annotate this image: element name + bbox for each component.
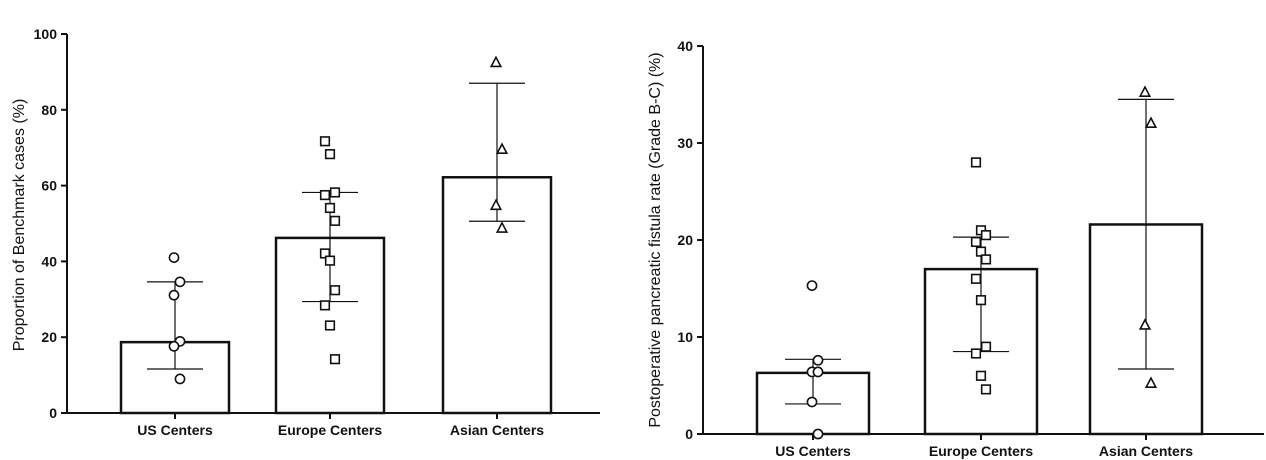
data-point-circle <box>812 428 824 440</box>
data-point-triangle <box>495 142 509 154</box>
y-axis-title: Proportion of Benchmark cases (%) <box>11 99 28 352</box>
x-category-label: US Centers <box>775 443 851 459</box>
data-point-square <box>975 295 987 306</box>
data-point-square <box>980 230 992 241</box>
data-point-triangle <box>489 198 503 211</box>
data-point-square <box>324 320 336 331</box>
data-point-square <box>970 348 982 359</box>
data-point-circle <box>168 289 180 301</box>
data-point-square <box>324 202 336 214</box>
data-point-circle <box>806 396 818 408</box>
y-tick-label: 40 <box>677 38 693 54</box>
data-point-square <box>324 149 336 160</box>
y-tick-label: 10 <box>677 329 693 345</box>
y-tick-label: 40 <box>41 253 57 269</box>
data-point-circle <box>812 366 824 378</box>
data-point-circle <box>812 354 824 366</box>
data-point-circle <box>168 252 180 264</box>
x-category-label: US Centers <box>137 422 213 438</box>
x-category-label: Europe Centers <box>278 422 382 438</box>
data-point-circle <box>168 340 180 352</box>
data-point-square <box>970 236 982 248</box>
y-tick-label: 100 <box>34 26 58 42</box>
data-point-circle <box>174 276 186 288</box>
y-tick-label: 0 <box>49 405 57 421</box>
data-point-triangle <box>1144 116 1158 128</box>
data-point-circle <box>174 373 186 385</box>
y-tick-label: 60 <box>41 178 57 194</box>
chart-2: 0 10 20 30 40 Postoperative pancreatic fistul… <box>647 38 1264 459</box>
data-point-square <box>980 384 992 395</box>
x-category-label: Asian Centers <box>450 422 544 438</box>
data-point-square <box>319 189 331 201</box>
data-point-square <box>980 254 992 265</box>
data-point-square <box>319 300 331 311</box>
data-point-triangle <box>1138 318 1152 330</box>
y-tick-label: 20 <box>677 232 693 248</box>
data-point-square <box>329 187 341 198</box>
data-point-square <box>324 255 336 266</box>
x-category-label: Europe Centers <box>929 443 1033 459</box>
data-point-square <box>329 354 341 365</box>
data-point-square <box>970 157 982 168</box>
data-point-triangle <box>1144 376 1158 388</box>
y-tick-label: 0 <box>685 426 693 442</box>
y-tick-label: 30 <box>677 135 693 151</box>
data-point-square <box>329 215 341 226</box>
data-point-circle <box>806 280 818 291</box>
data-point-triangle <box>489 55 503 68</box>
data-point-square <box>329 285 341 296</box>
data-point-triangle <box>1138 85 1152 97</box>
x-category-label: Asian Centers <box>1099 443 1193 459</box>
data-point-square <box>319 136 331 147</box>
y-axis-title: Postoperative pancreatic fistula rate (G… <box>647 52 664 427</box>
y-tick-label: 20 <box>41 329 57 345</box>
data-point-square <box>980 341 992 352</box>
chart-1: 0 20 40 60 80 100 Proportion of Benchmark case… <box>11 26 600 438</box>
y-tick-label: 80 <box>41 102 57 118</box>
data-point-square <box>975 370 987 381</box>
data-point-square <box>970 273 982 284</box>
data-point-triangle <box>495 221 509 233</box>
